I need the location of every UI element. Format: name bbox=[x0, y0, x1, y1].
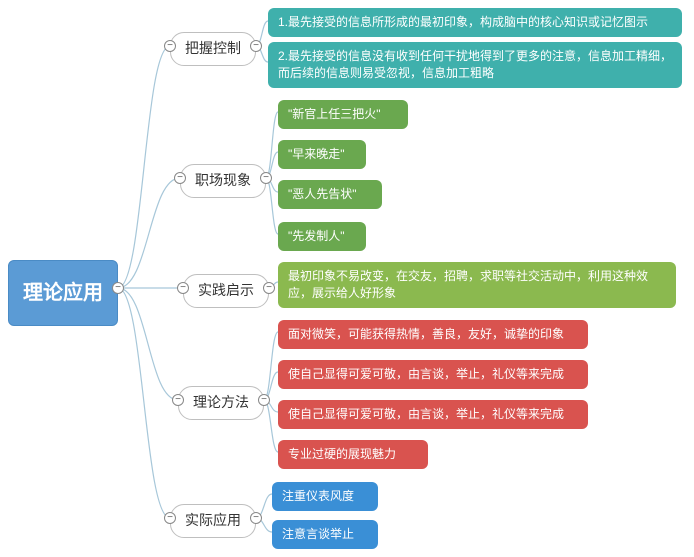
leaf-node[interactable]: 使自己显得可爱可敬，由言谈，举止，礼仪等来完成 bbox=[278, 400, 588, 429]
leaf-node[interactable]: "早来晚走" bbox=[278, 140, 366, 169]
leaf-text: 面对微笑，可能获得热情，善良，友好，诚挚的印象 bbox=[288, 327, 564, 341]
leaf-text: "早来晚走" bbox=[288, 147, 345, 161]
leaf-node[interactable]: 专业过硬的展现魅力 bbox=[278, 440, 428, 469]
leaf-text: 最初印象不易改变，在交友，招聘，求职等社交活动中，利用这种效应，展示给人好形象 bbox=[288, 269, 648, 300]
collapse-toggle[interactable]: − bbox=[258, 394, 270, 406]
leaf-node[interactable]: 注重仪表风度 bbox=[272, 482, 378, 511]
branch-node[interactable]: 实践启示 bbox=[183, 274, 269, 308]
collapse-toggle[interactable]: − bbox=[250, 40, 262, 52]
leaf-text: 注重仪表风度 bbox=[282, 489, 354, 503]
leaf-text: 注意言谈举止 bbox=[282, 527, 354, 541]
collapse-toggle[interactable]: − bbox=[260, 172, 272, 184]
branch-node[interactable]: 职场现象 bbox=[180, 164, 266, 198]
branch-label: 理论方法 bbox=[193, 394, 249, 410]
leaf-node[interactable]: 最初印象不易改变，在交友，招聘，求职等社交活动中，利用这种效应，展示给人好形象 bbox=[278, 262, 676, 308]
leaf-node[interactable]: 面对微笑，可能获得热情，善良，友好，诚挚的印象 bbox=[278, 320, 588, 349]
collapse-toggle[interactable]: − bbox=[250, 512, 262, 524]
leaf-node[interactable]: 使自己显得可爱可敬，由言谈，举止，礼仪等来完成 bbox=[278, 360, 588, 389]
branch-label: 把握控制 bbox=[185, 40, 241, 56]
leaf-node[interactable]: 注意言谈举止 bbox=[272, 520, 378, 549]
collapse-toggle[interactable]: − bbox=[164, 40, 176, 52]
leaf-text: 2.最先接受的信息没有收到任何干扰地得到了更多的注意，信息加工精细，而后续的信息… bbox=[278, 49, 672, 80]
branch-node[interactable]: 实际应用 bbox=[170, 504, 256, 538]
branch-node[interactable]: 理论方法 bbox=[178, 386, 264, 420]
leaf-node[interactable]: "先发制人" bbox=[278, 222, 366, 251]
leaf-text: 使自己显得可爱可敬，由言谈，举止，礼仪等来完成 bbox=[288, 367, 564, 381]
branch-node[interactable]: 把握控制 bbox=[170, 32, 256, 66]
leaf-text: "新官上任三把火" bbox=[288, 107, 381, 121]
collapse-toggle[interactable]: − bbox=[164, 512, 176, 524]
branch-label: 实践启示 bbox=[198, 282, 254, 298]
root-label: 理论应用 bbox=[23, 282, 103, 304]
collapse-toggle[interactable]: − bbox=[263, 282, 275, 294]
leaf-text: 使自己显得可爱可敬，由言谈，举止，礼仪等来完成 bbox=[288, 407, 564, 421]
leaf-node[interactable]: "新官上任三把火" bbox=[278, 100, 408, 129]
root-node[interactable]: 理论应用 bbox=[8, 260, 118, 326]
collapse-toggle[interactable]: − bbox=[112, 282, 124, 294]
leaf-text: 1.最先接受的信息所形成的最初印象，构成脑中的核心知识或记忆图示 bbox=[278, 15, 648, 29]
collapse-toggle[interactable]: − bbox=[174, 172, 186, 184]
leaf-node[interactable]: "恶人先告状" bbox=[278, 180, 382, 209]
leaf-text: 专业过硬的展现魅力 bbox=[288, 447, 396, 461]
collapse-toggle[interactable]: − bbox=[177, 282, 189, 294]
leaf-text: "先发制人" bbox=[288, 229, 345, 243]
branch-label: 实际应用 bbox=[185, 512, 241, 528]
leaf-text: "恶人先告状" bbox=[288, 187, 357, 201]
collapse-toggle[interactable]: − bbox=[172, 394, 184, 406]
branch-label: 职场现象 bbox=[195, 172, 251, 188]
leaf-node[interactable]: 2.最先接受的信息没有收到任何干扰地得到了更多的注意，信息加工精细，而后续的信息… bbox=[268, 42, 682, 88]
leaf-node[interactable]: 1.最先接受的信息所形成的最初印象，构成脑中的核心知识或记忆图示 bbox=[268, 8, 682, 37]
